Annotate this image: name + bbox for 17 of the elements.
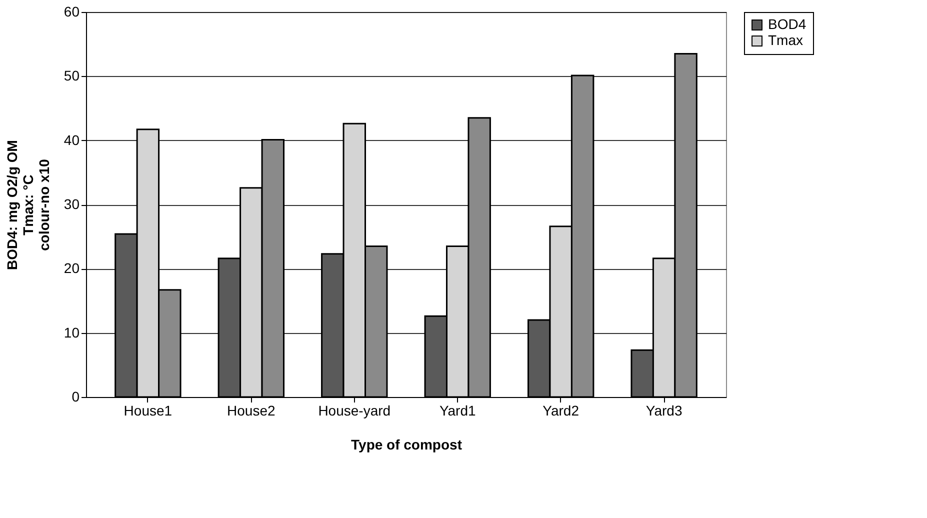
y-tick-label: 10 <box>64 324 80 340</box>
x-axis-title: Type of compost <box>351 436 462 452</box>
y-tick-label: 20 <box>64 260 80 276</box>
y-tick-label: 40 <box>64 132 80 148</box>
legend-label: Tmax <box>768 32 803 48</box>
x-tick-label: House2 <box>227 402 276 418</box>
y-axis-title: BOD4: mg O2/g OM Tmax: °C colour-no x10 <box>4 140 52 270</box>
y-tick-label: 60 <box>64 4 80 20</box>
legend-label: BOD4 <box>768 16 806 32</box>
x-tick-label: Yard2 <box>542 402 580 418</box>
x-tick-label: Yard1 <box>439 402 476 418</box>
x-tick-label: Yard3 <box>646 402 682 418</box>
x-tick-label: House-yard <box>318 402 391 418</box>
y-tick-label: 30 <box>64 196 80 212</box>
x-tick-label: House1 <box>124 402 172 418</box>
y-tick-label: 50 <box>64 68 80 84</box>
y-tick-label: 0 <box>72 388 80 404</box>
